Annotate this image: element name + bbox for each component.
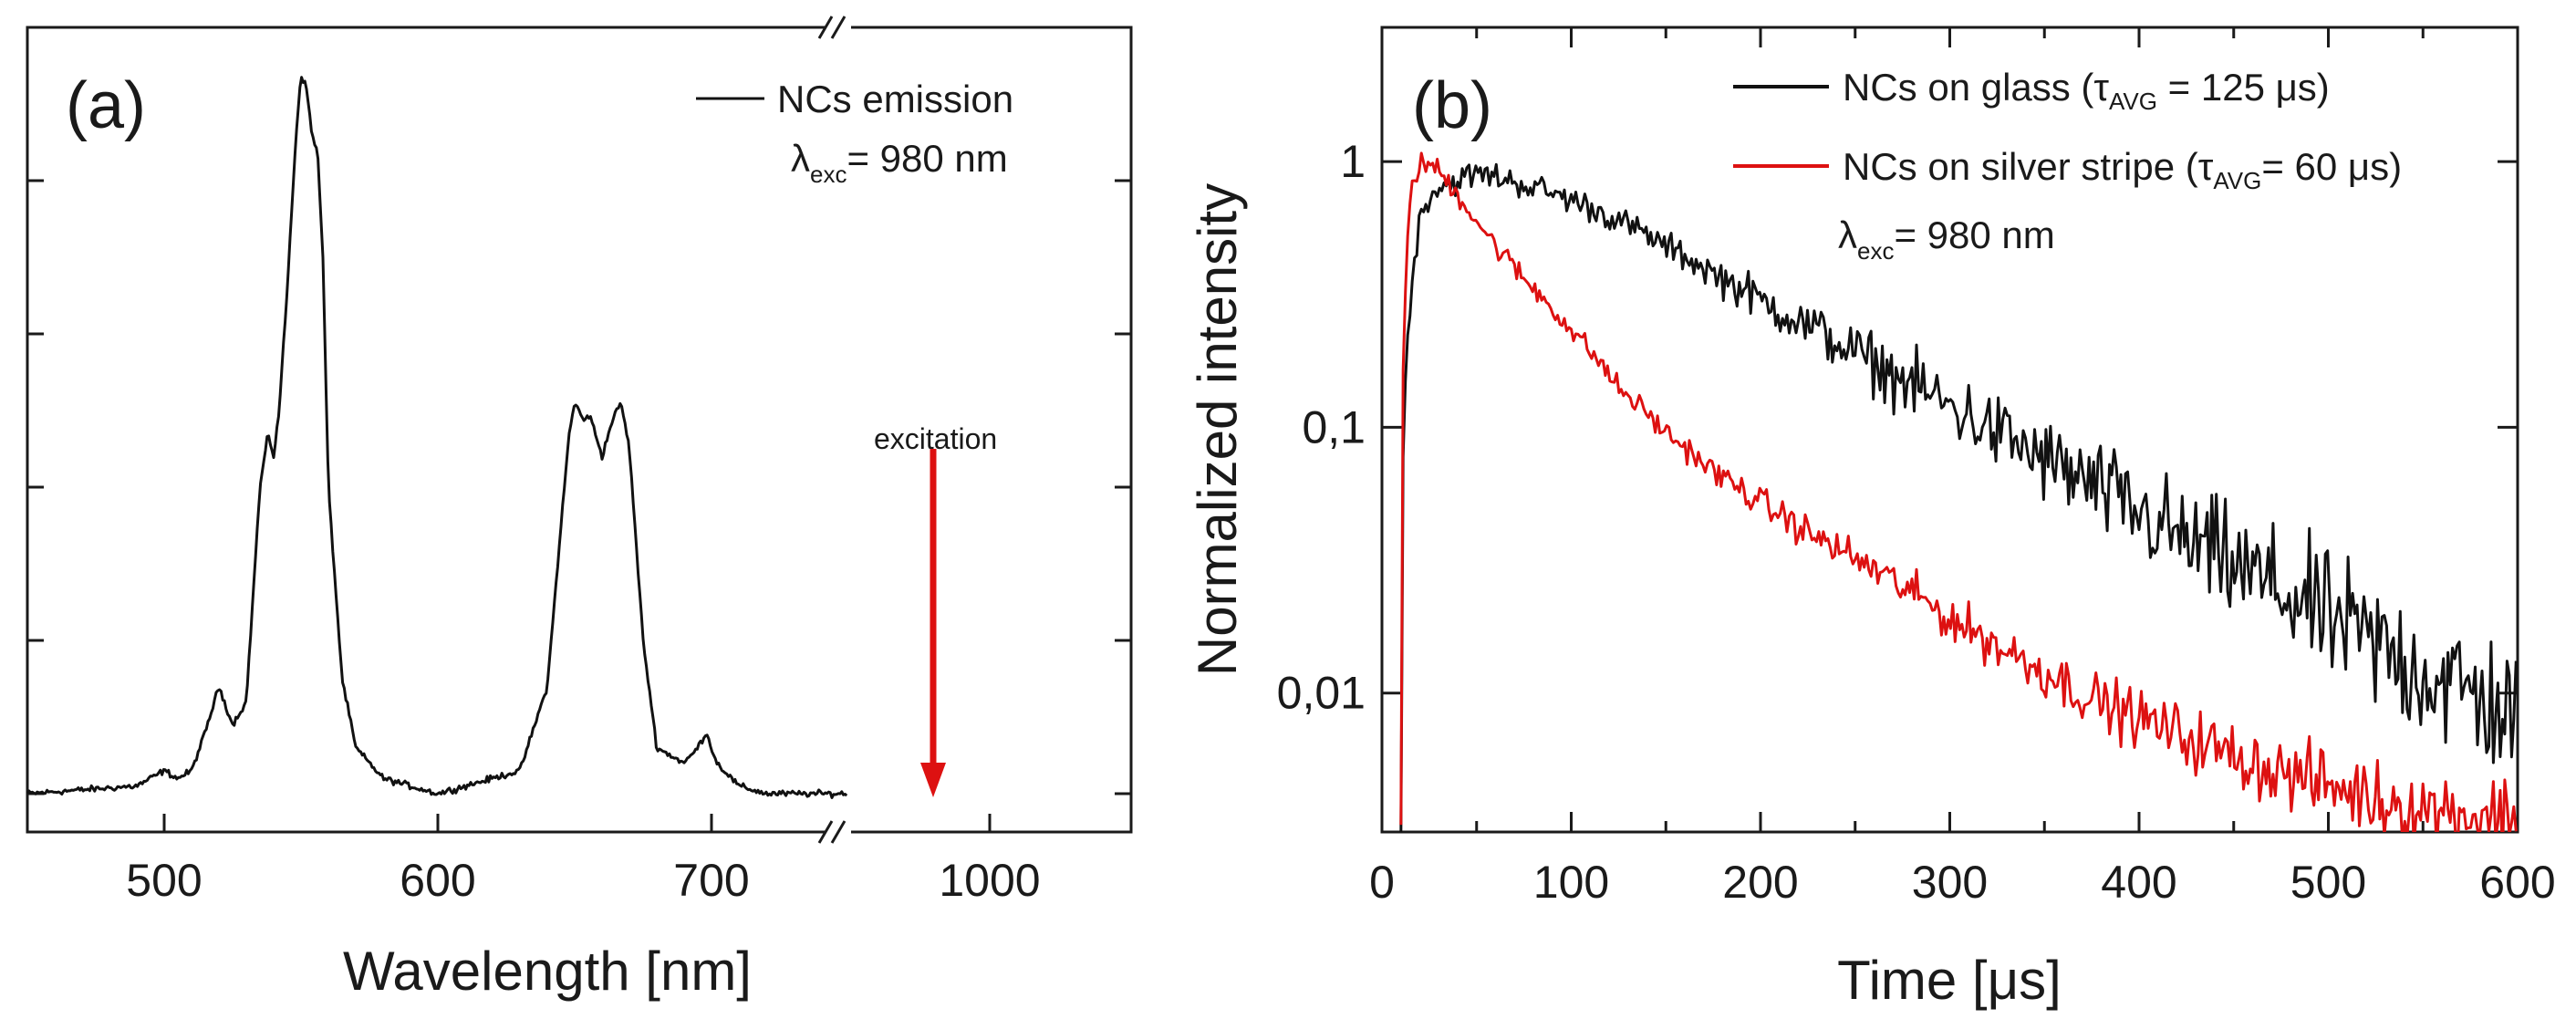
- panel-b-x-axis-title: Time [μs]: [1837, 950, 2062, 1011]
- panel-a: 500 600 700 1000 (a) NCs emission λexc= 980…: [26, 16, 1133, 1002]
- panel-a-axis-break-top: [817, 16, 851, 39]
- excitation-arrow-head: [920, 763, 946, 797]
- legend-label-silver: NCs on silver stripe (τAVG= 60 μs): [1843, 145, 2402, 194]
- panel-b-excitation-label: λexc= 980 nm: [1838, 213, 2055, 265]
- panel-a-x-tick-label: 500: [126, 855, 202, 906]
- panel-b-ticks: 0 100 200 300 400 500 600 0,01 0,1 1: [1277, 27, 2556, 908]
- glass-decay-line: [1399, 162, 2518, 832]
- panel-b-x-tick-label: 0: [1369, 857, 1395, 908]
- panel-b-x-tick-label: 200: [1722, 857, 1798, 908]
- panel-b-y-tick-label: 1: [1340, 136, 1366, 187]
- panel-b-x-tick-label: 500: [2290, 857, 2366, 908]
- panel-a-label: (a): [66, 69, 146, 142]
- panel-a-axis-break-bottom: [817, 820, 851, 844]
- panel-a-x-tick-label: 1000: [939, 855, 1040, 906]
- panel-b-x-tick-label: 400: [2101, 857, 2176, 908]
- panel-a-legend-label: NCs emission: [777, 78, 1013, 120]
- excitation-arrow: [920, 449, 946, 797]
- panel-a-x-tick-label: 700: [673, 855, 749, 906]
- lambda-subscript: exc: [810, 161, 847, 188]
- panel-a-ticks: 500 600 700 1000: [27, 26, 1131, 906]
- legend-glass-sub: AVG: [2109, 88, 2157, 115]
- panel-a-x-tick-label: 600: [400, 855, 475, 906]
- panel-b-y-tick-label: 0,01: [1277, 668, 1366, 719]
- lambda-subscript-b: exc: [1857, 237, 1894, 265]
- panel-b-label: (b): [1412, 69, 1492, 142]
- legend-glass-main: NCs on glass (τ: [1843, 66, 2109, 109]
- legend-glass-tail: = 125 μs): [2157, 66, 2330, 109]
- panel-b-y-tick-label: 0,1: [1302, 401, 1366, 452]
- lambda-value-b: = 980 nm: [1894, 213, 2054, 256]
- panel-a-excitation-label: λexc= 980 nm: [791, 137, 1008, 188]
- panel-b-series: [1399, 151, 2518, 832]
- emission-spectrum-line: [26, 76, 848, 799]
- legend-silver-main: NCs on silver stripe (τ: [1843, 145, 2214, 188]
- panel-b: 0 100 200 300 400 500 600 0,01 0,1 1 (b) NCs on g…: [1187, 26, 2556, 1011]
- legend-silver-tail: = 60 μs): [2261, 145, 2402, 188]
- panel-a-x-axis-title: Wavelength [nm]: [343, 941, 752, 1002]
- legend-silver-sub: AVG: [2213, 167, 2261, 194]
- legend-label-glass: NCs on glass (τAVG = 125 μs): [1843, 66, 2330, 115]
- panel-a-series: [26, 76, 848, 799]
- panel-b-x-tick-label: 600: [2479, 857, 2555, 908]
- panel-b-x-tick-label: 300: [1912, 857, 1988, 908]
- panel-a-plot-frame: [26, 26, 1133, 834]
- panel-b-x-tick-label: 100: [1533, 857, 1609, 908]
- lambda-symbol-b: λ: [1838, 213, 1857, 256]
- lambda-symbol: λ: [791, 137, 810, 180]
- silver-decay-line: [1399, 151, 2518, 832]
- lambda-value: = 980 nm: [847, 137, 1007, 180]
- panel-b-y-axis-title: Normalized intensity: [1187, 183, 1248, 676]
